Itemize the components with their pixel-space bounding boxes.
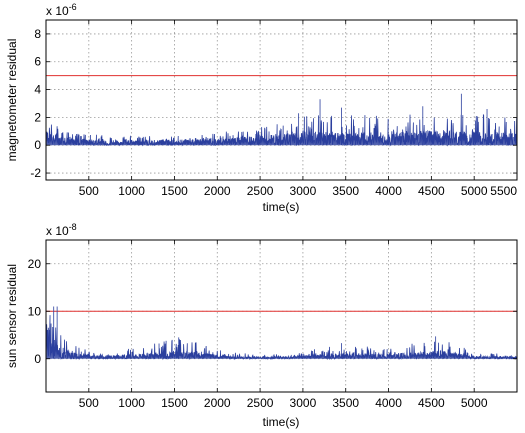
magnetometer-ytick-label: 4 (34, 83, 41, 97)
sun-sensor-xtick-label: 4500 (418, 396, 445, 410)
sun-sensor-xtick-label: 3500 (332, 396, 359, 410)
sun-sensor-residual-series (45, 306, 518, 361)
magnetometer-xtick-label: 1500 (161, 184, 188, 198)
sun-sensor-ytick-label: 20 (28, 257, 42, 271)
sun-sensor-ytick-label: 10 (28, 304, 42, 318)
magnetometer-ytick-label: 2 (34, 110, 41, 124)
sun-sensor-ytick-label: 0 (34, 352, 41, 366)
sun-sensor-xtick-label: 2500 (247, 396, 274, 410)
magnetometer-xtick-label: 1000 (118, 184, 145, 198)
magnetometer-ytick-label: 0 (34, 138, 41, 152)
sun-sensor-xtick-label: 2000 (204, 396, 231, 410)
sun-sensor-xtick-label: 1500 (161, 396, 188, 410)
magnetometer-xtick-label: 2500 (247, 184, 274, 198)
magnetometer-subplot: 500 1000 1500 2000 2500 3000 3500 4000 4500 5000 5… (5, 2, 518, 214)
magnetometer-plot-area (45, 19, 518, 181)
magnetometer-xtick-label: 2000 (204, 184, 231, 198)
sun-sensor-xtick-label: 500 (79, 396, 99, 410)
magnetometer-xtick-label: 4500 (418, 184, 445, 198)
magnetometer-xtick-label: 4000 (375, 184, 402, 198)
sun-sensor-ticks: 500 1000 1500 2000 2500 3000 3500 4000 4500 5000 0… (28, 240, 517, 410)
sun-sensor-xtick-label: 4000 (375, 396, 402, 410)
sun-sensor-xtick-label: 3000 (290, 396, 317, 410)
magnetometer-ytick-label: 6 (34, 55, 41, 69)
magnetometer-exponent: x 10-6 (46, 2, 77, 18)
magnetometer-y-axis-label: magnetometer residual (5, 39, 19, 162)
sun-sensor-plot-border (45, 239, 518, 393)
magnetometer-x-axis-label: time(s) (263, 200, 300, 214)
sun-sensor-y-axis-label: sun sensor residual (5, 264, 19, 368)
sun-sensor-subplot: 500 1000 1500 2000 2500 3000 3500 4000 4500 5000 0… (5, 222, 518, 429)
sun-sensor-plot-area (45, 239, 518, 393)
sun-sensor-xtick-label: 5000 (461, 396, 488, 410)
magnetometer-grid (46, 20, 517, 180)
magnetometer-plot-border (45, 19, 518, 181)
sun-sensor-xtick-label: 1000 (118, 396, 145, 410)
magnetometer-xtick-label: 3000 (290, 184, 317, 198)
magnetometer-xtick-label: 5000 (461, 184, 488, 198)
magnetometer-ytick-label: -2 (30, 166, 41, 180)
magnetometer-xtick-label: 5500 (490, 184, 517, 198)
sun-sensor-exponent: x 10-8 (46, 222, 77, 238)
magnetometer-ytick-label: 8 (34, 27, 41, 41)
magnetometer-ticks: 500 1000 1500 2000 2500 3000 3500 4000 4500 5000 5… (30, 20, 518, 198)
magnetometer-residual-series (45, 93, 518, 147)
sun-sensor-x-axis-label: time(s) (263, 415, 300, 429)
magnetometer-xtick-label: 3500 (332, 184, 359, 198)
magnetometer-xtick-label: 500 (79, 184, 99, 198)
